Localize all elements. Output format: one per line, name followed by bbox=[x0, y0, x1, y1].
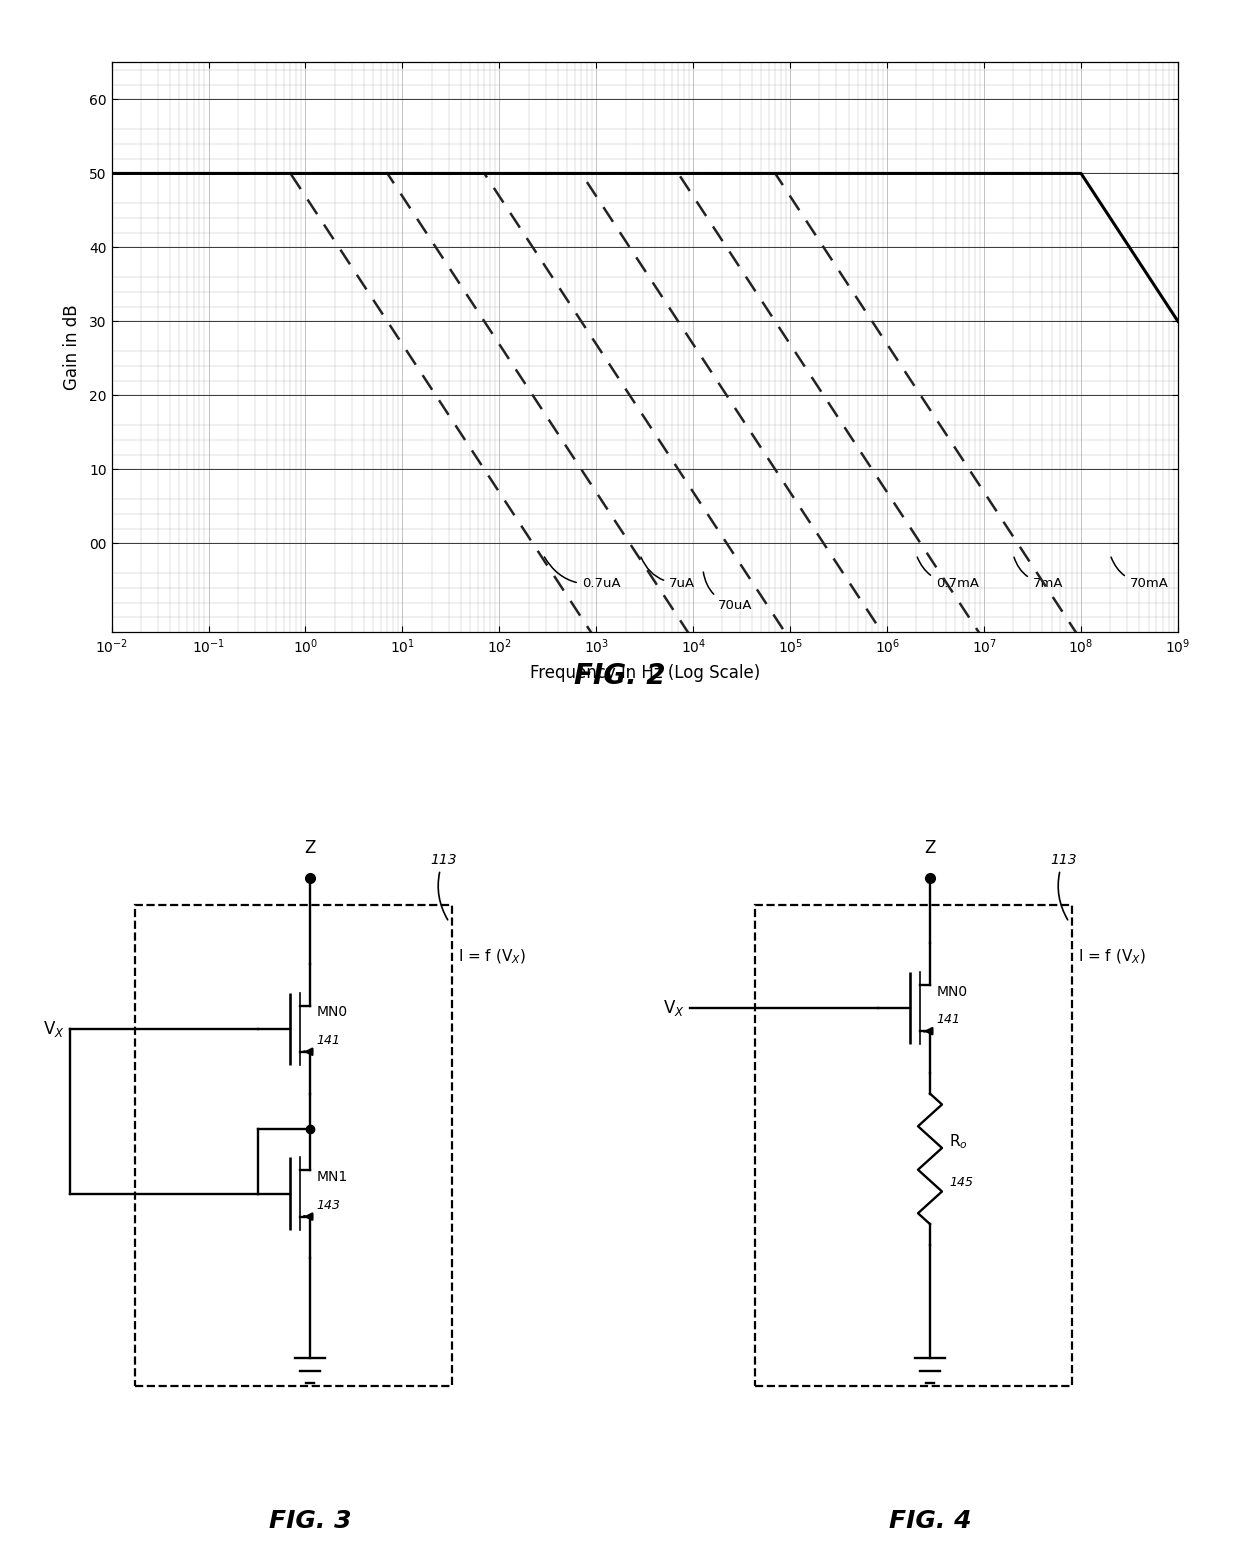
Text: 113: 113 bbox=[1050, 852, 1076, 919]
Text: 113: 113 bbox=[430, 852, 456, 919]
Text: 0.7uA: 0.7uA bbox=[544, 557, 620, 590]
Text: V$_X$: V$_X$ bbox=[42, 1019, 64, 1038]
X-axis label: Frequency in Hz (Log Scale): Frequency in Hz (Log Scale) bbox=[529, 663, 760, 682]
Text: Z: Z bbox=[924, 838, 936, 857]
Text: 141: 141 bbox=[936, 1013, 961, 1026]
Text: MN0: MN0 bbox=[316, 1005, 347, 1019]
Y-axis label: Gain in dB: Gain in dB bbox=[63, 304, 81, 390]
Text: Z: Z bbox=[304, 838, 316, 857]
Text: 7uA: 7uA bbox=[641, 557, 696, 590]
Text: 0.7mA: 0.7mA bbox=[918, 557, 978, 590]
Text: 70uA: 70uA bbox=[703, 571, 751, 612]
Text: MN1: MN1 bbox=[316, 1171, 347, 1185]
Text: FIG. 3: FIG. 3 bbox=[269, 1509, 351, 1533]
Text: I = f (V$_X$): I = f (V$_X$) bbox=[459, 948, 527, 966]
Text: FIG. 4: FIG. 4 bbox=[889, 1509, 971, 1533]
Text: R$_o$: R$_o$ bbox=[949, 1132, 968, 1150]
Text: 7mA: 7mA bbox=[1014, 557, 1063, 590]
Text: 70mA: 70mA bbox=[1111, 557, 1168, 590]
Text: 145: 145 bbox=[949, 1177, 973, 1189]
Text: FIG. 2: FIG. 2 bbox=[574, 662, 666, 690]
Text: MN0: MN0 bbox=[936, 985, 967, 999]
Text: V$_X$: V$_X$ bbox=[662, 997, 684, 1018]
Text: 141: 141 bbox=[316, 1033, 341, 1047]
Text: I = f (V$_X$): I = f (V$_X$) bbox=[1079, 948, 1147, 966]
Text: 143: 143 bbox=[316, 1199, 341, 1211]
